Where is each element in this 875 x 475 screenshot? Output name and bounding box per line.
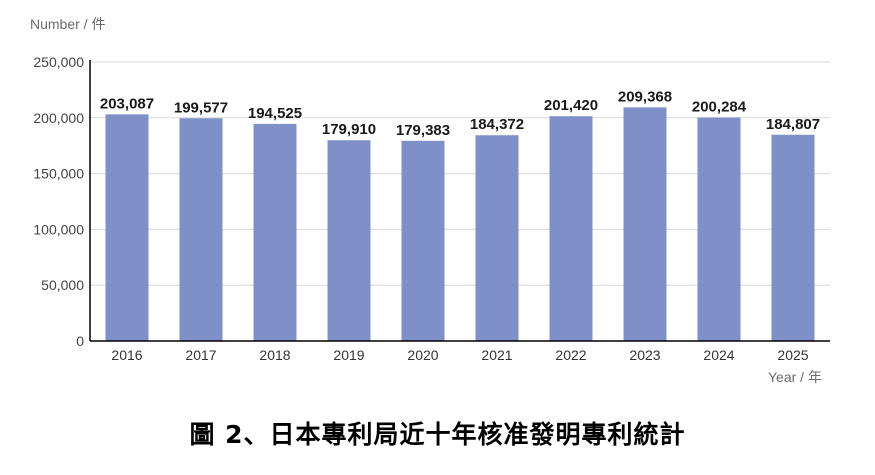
data-label: 209,368	[618, 88, 672, 105]
bar	[179, 118, 223, 341]
y-tick-label: 250,000	[33, 54, 84, 70]
x-tick-label: 2017	[185, 347, 216, 363]
bar	[253, 123, 297, 342]
y-tick-label: 100,000	[33, 221, 84, 237]
x-tick-label: 2018	[259, 347, 290, 363]
x-tick-label: 2016	[111, 347, 142, 363]
y-tick-label: 150,000	[33, 166, 84, 182]
bar	[771, 134, 815, 341]
bar	[697, 117, 741, 341]
bar	[105, 114, 149, 341]
x-tick-label: 2023	[629, 347, 660, 363]
data-label: 201,420	[544, 97, 598, 114]
data-label: 199,577	[174, 99, 228, 116]
bar	[623, 107, 667, 342]
data-label: 179,910	[322, 121, 376, 138]
x-tick-label: 2021	[481, 347, 512, 363]
data-label: 179,383	[396, 122, 450, 139]
x-tick-label: 2024	[703, 347, 734, 363]
x-axis-title: Year / 年	[768, 369, 822, 385]
x-tick-label: 2020	[407, 347, 438, 363]
data-label: 200,284	[692, 98, 747, 115]
x-tick-label: 2019	[333, 347, 364, 363]
bar	[401, 140, 445, 341]
bar	[327, 140, 371, 341]
bar	[549, 116, 593, 342]
data-label: 184,372	[470, 116, 524, 133]
data-label: 184,807	[766, 116, 820, 133]
y-tick-label: 50,000	[41, 277, 84, 293]
y-axis-title: Number / 件	[30, 16, 106, 32]
data-label: 203,087	[100, 95, 154, 112]
bar-chart: 0 50,000 100,000 150,000 200,000 250,000 203,0…	[33, 54, 830, 363]
x-tick-label: 2025	[777, 347, 808, 363]
x-tick-label: 2022	[555, 347, 586, 363]
data-label: 194,525	[248, 105, 302, 122]
y-tick-label: 0	[76, 333, 84, 349]
bar	[475, 135, 519, 341]
figure-caption: 圖 2、日本專利局近十年核准發明專利統計	[189, 420, 686, 449]
y-tick-label: 200,000	[33, 110, 84, 126]
